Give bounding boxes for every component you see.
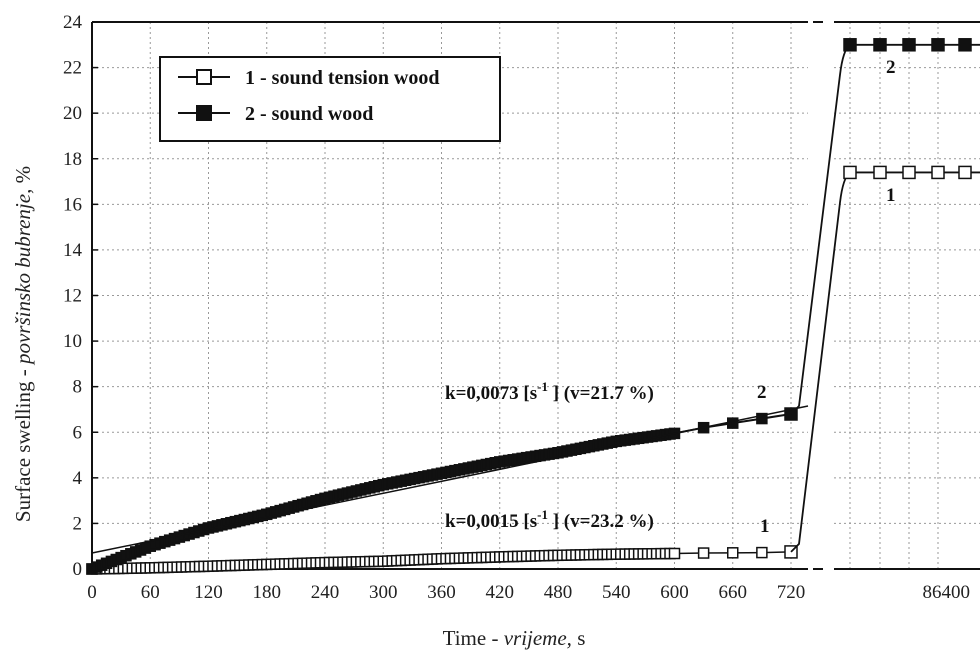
x-tick-label: 600 xyxy=(660,582,689,603)
x-axis-title: Time - vrijeme, s xyxy=(443,626,586,650)
annotation-k-series-1-rest: ] (v=23.2 %) xyxy=(548,511,654,532)
curve-label-2-left: 2 xyxy=(757,382,767,403)
y-tick-label: 14 xyxy=(63,240,83,261)
x-tick-label: 60 xyxy=(141,582,160,603)
x-tick-label: 720 xyxy=(777,582,806,603)
data-point-right-2 xyxy=(873,38,887,52)
y-tick-label: 18 xyxy=(63,149,82,170)
legend-marker-open-square xyxy=(196,69,212,85)
y-tick-label: 8 xyxy=(73,377,83,398)
annotation-k-series-1-main: k=0,0015 [s xyxy=(445,511,537,532)
annotation-exponent-1: -1 xyxy=(537,507,548,522)
x-tick-label: 420 xyxy=(486,582,515,603)
x-axis-title-main: Time - xyxy=(443,626,504,650)
data-point-right-1 xyxy=(958,165,972,180)
data-point-right-2 xyxy=(931,38,945,52)
series-layer xyxy=(86,38,980,575)
x-tick-label: 180 xyxy=(253,582,282,603)
curve-label-1-left: 1 xyxy=(760,516,770,537)
data-point-right-2 xyxy=(902,38,916,52)
data-point-1 xyxy=(697,547,710,559)
y-tick-label: 16 xyxy=(63,194,82,215)
data-point-right-2 xyxy=(958,38,972,52)
y-tick-label: 2 xyxy=(73,513,83,534)
data-point-right-1 xyxy=(873,165,887,180)
data-point-right-1 xyxy=(931,165,945,180)
x-break-tick-label: 86400 xyxy=(923,582,971,603)
annotation-k-series-2: k=0,0073 [s-1 ] (v=21.7 %) xyxy=(445,379,654,404)
annotation-k-series-2-rest: ] (v=21.7 %) xyxy=(548,383,654,404)
curve-label-2-right: 2 xyxy=(886,57,896,78)
legend-marker-filled-square xyxy=(196,105,212,121)
x-tick-label: 360 xyxy=(427,582,456,603)
x-tick-label: 120 xyxy=(194,582,223,603)
annotation-k-series-2-main: k=0,0073 [s xyxy=(445,383,537,404)
data-point-1 xyxy=(668,547,681,560)
data-point-right-1 xyxy=(843,165,857,180)
x-tick-label: 0 xyxy=(87,582,97,603)
x-axis-title-unit: s xyxy=(572,626,585,650)
y-tick-label: 24 xyxy=(63,12,83,33)
legend: 1 - sound tension wood 2 - sound wood xyxy=(159,56,501,142)
data-point-right-1 xyxy=(902,165,916,180)
plot-frame xyxy=(91,21,980,570)
data-point-2 xyxy=(756,412,768,425)
regression-line-2 xyxy=(91,405,809,554)
legend-box xyxy=(159,56,501,142)
annotation-k-series-1: k=0,0015 [s-1 ] (v=23.2 %) xyxy=(445,507,654,532)
x-tick-label: 300 xyxy=(369,582,398,603)
data-point-right-2 xyxy=(843,38,857,52)
y-tick-label: 20 xyxy=(63,103,82,124)
y-axis-title-italic: površinsko bubrenje, xyxy=(11,189,35,366)
x-tick-label: 660 xyxy=(719,582,748,603)
data-point-2 xyxy=(727,417,739,429)
y-tick-label: 4 xyxy=(73,468,83,489)
y-axis-title: Surface swelling - površinsko bubrenje, … xyxy=(11,166,35,522)
y-axis-title-main: Surface swelling - xyxy=(11,364,35,522)
y-tick-label: 6 xyxy=(73,422,83,443)
legend-label-2: 2 - sound wood xyxy=(245,103,373,125)
data-point-1 xyxy=(727,547,739,559)
x-tick-label: 480 xyxy=(544,582,573,603)
y-tick-label: 22 xyxy=(63,58,82,79)
data-point-1 xyxy=(756,546,768,559)
y-tick-label: 12 xyxy=(63,286,82,307)
legend-label-1: 1 - sound tension wood xyxy=(245,67,440,89)
x-axis-title-italic: vrijeme, xyxy=(504,626,572,650)
y-axis-title-unit: % xyxy=(11,166,35,189)
y-tick-label: 0 xyxy=(73,559,83,580)
curve-label-1-right: 1 xyxy=(886,185,896,206)
x-tick-label: 540 xyxy=(602,582,631,603)
annotation-exponent-2: -1 xyxy=(537,379,548,394)
x-tick-label: 240 xyxy=(311,582,340,603)
y-tick-label: 10 xyxy=(63,331,82,352)
